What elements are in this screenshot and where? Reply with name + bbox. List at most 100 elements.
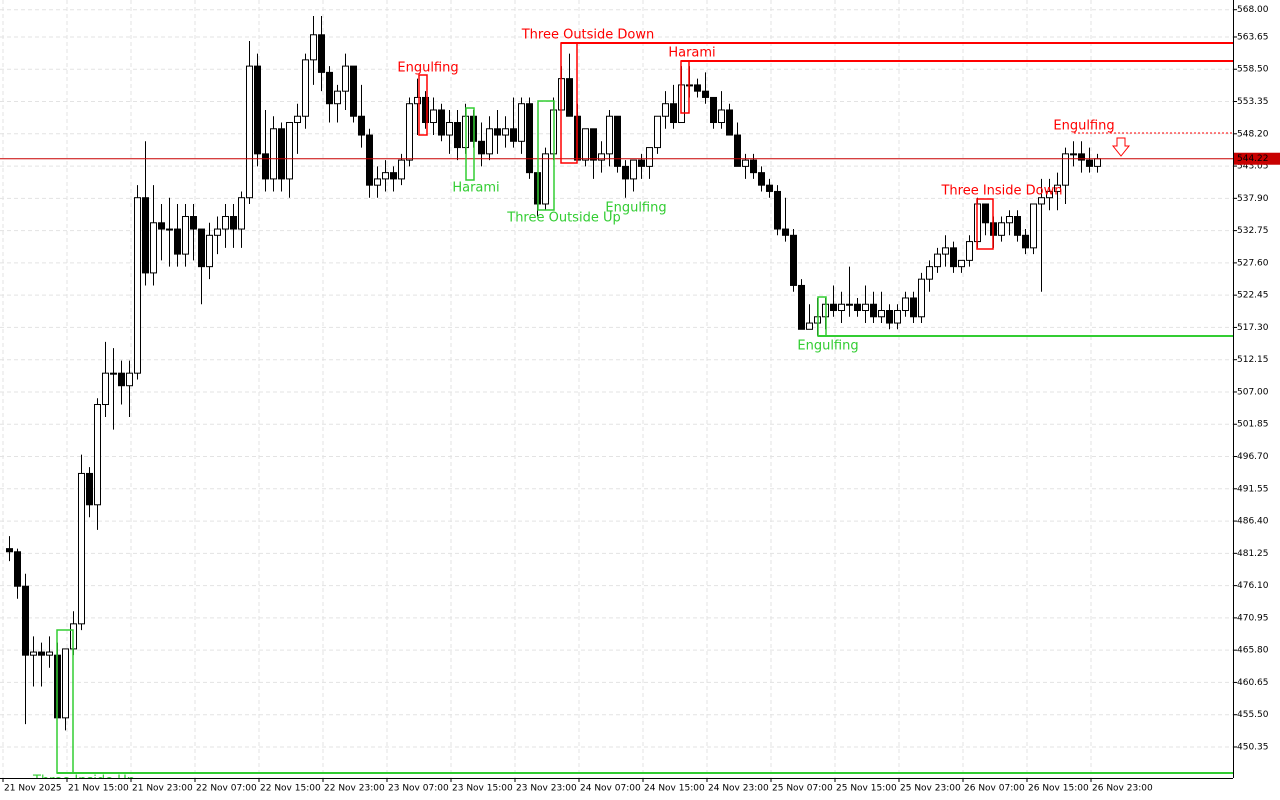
candle-body: [1006, 216, 1013, 224]
candle-body: [630, 159, 637, 180]
candle-body: [518, 103, 525, 142]
candle-body: [590, 128, 597, 161]
candle-body: [254, 65, 261, 155]
y-tick-label: 455.50: [1237, 710, 1269, 720]
candle-body: [294, 115, 301, 124]
candle-body: [358, 115, 365, 136]
y-tick-label: 496.70: [1237, 452, 1269, 462]
y-tick-label: 491.55: [1237, 484, 1269, 494]
candle-body: [110, 372, 117, 375]
candle-body: [494, 128, 501, 136]
y-tick-label: 470.95: [1237, 613, 1269, 623]
candle-body: [998, 222, 1005, 236]
candle-body: [934, 253, 941, 268]
candle-body: [446, 122, 453, 136]
y-tick-label: 465.80: [1237, 646, 1269, 656]
y-tick-label: 563.65: [1237, 32, 1269, 42]
x-tick-label: 23 Nov 15:00: [452, 784, 513, 794]
y-tick-label: 501.85: [1237, 420, 1269, 430]
candle-body: [806, 322, 813, 330]
x-tick-label: 26 Nov 15:00: [1028, 784, 1089, 794]
candle-body: [654, 115, 661, 149]
candle-body: [526, 103, 533, 174]
candle-body: [702, 90, 709, 98]
candle-body: [894, 310, 901, 324]
candle-body: [126, 372, 133, 387]
pattern-label: Harami: [452, 181, 499, 196]
candle-body: [142, 197, 149, 274]
x-tick-label: 25 Nov 23:00: [900, 784, 961, 794]
candle-body: [718, 109, 725, 124]
y-tick-label: 532.75: [1237, 226, 1269, 236]
candle-body: [758, 172, 765, 186]
candle-body: [478, 140, 485, 155]
y-tick-label: 558.50: [1237, 65, 1269, 75]
candle-body: [406, 103, 413, 161]
candle-body: [166, 228, 173, 231]
pattern-box: [465, 107, 475, 181]
candle-body: [1022, 234, 1029, 249]
candle-body: [270, 128, 277, 180]
candle-body: [230, 216, 237, 230]
candle-body: [374, 178, 381, 186]
candle-body: [318, 34, 325, 73]
x-tick-label: 21 Nov 23:00: [132, 784, 193, 794]
candle-body: [950, 247, 957, 268]
x-tick-label: 22 Nov 07:00: [196, 784, 257, 794]
candle-body: [310, 34, 317, 61]
candle-body: [1054, 184, 1061, 192]
pattern-label: Harami: [668, 46, 715, 61]
candle-body: [326, 71, 333, 105]
x-tick-label: 22 Nov 15:00: [260, 784, 321, 794]
candle-body: [582, 128, 589, 161]
pattern-label: Engulfing: [397, 61, 458, 76]
candle-body: [670, 103, 677, 124]
candle-body: [30, 651, 37, 656]
candle-body: [774, 190, 781, 230]
candle-body: [398, 159, 405, 180]
candle-body: [118, 372, 125, 387]
pattern-box: [976, 198, 994, 250]
candle-body: [390, 172, 397, 180]
candle-body: [214, 228, 221, 236]
x-tick-label: 24 Nov 07:00: [580, 784, 641, 794]
candle-body: [742, 159, 749, 167]
x-tick-label: 26 Nov 07:00: [964, 784, 1025, 794]
candle-body: [62, 648, 69, 719]
candle-body: [238, 197, 245, 230]
sell-arrow: [1111, 137, 1131, 157]
candle-body: [366, 134, 373, 186]
y-tick-label: 568.00: [1237, 5, 1269, 15]
candle-body: [606, 115, 613, 155]
pattern-box: [418, 74, 428, 136]
candle-body: [38, 651, 45, 656]
candle-body: [726, 109, 733, 136]
candle-body: [958, 259, 965, 268]
candle-body: [782, 228, 789, 236]
x-tick-label: 22 Nov 23:00: [324, 784, 385, 794]
candle-body: [246, 65, 253, 199]
candle-body: [750, 159, 757, 174]
candle-body: [878, 310, 885, 318]
candle-body: [542, 153, 549, 205]
x-tick-label: 21 Nov 2025: [4, 784, 62, 794]
candle-body: [710, 96, 717, 124]
candle-body: [982, 203, 989, 224]
candle-body: [838, 303, 845, 312]
x-tick-label: 23 Nov 07:00: [388, 784, 449, 794]
x-tick-label: 25 Nov 07:00: [772, 784, 833, 794]
y-tick-label: 507.00: [1237, 387, 1269, 397]
pattern-box: [537, 100, 555, 211]
candle-body: [198, 228, 205, 268]
candle-body: [278, 128, 285, 180]
candle-body: [342, 65, 349, 92]
candle-body: [502, 128, 509, 136]
pattern-label: Three Inside Down: [940, 184, 1062, 199]
candle-body: [942, 247, 949, 255]
candle-body: [14, 551, 21, 587]
candle-body: [486, 128, 493, 155]
y-tick-label: 548.20: [1237, 129, 1269, 139]
candle-body: [174, 228, 181, 255]
candle-body: [1030, 203, 1037, 249]
